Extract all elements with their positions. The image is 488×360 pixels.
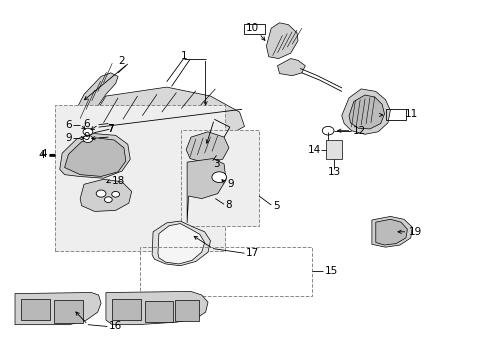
Polygon shape [266, 23, 297, 59]
Circle shape [211, 172, 226, 183]
Polygon shape [64, 138, 125, 176]
Text: 11: 11 [404, 109, 417, 119]
Polygon shape [371, 216, 411, 247]
Polygon shape [80, 179, 131, 211]
Polygon shape [91, 87, 244, 141]
Bar [21, 299, 50, 320]
Bar [244, 23, 264, 33]
Text: 6: 6 [83, 118, 89, 129]
Polygon shape [186, 132, 228, 163]
Text: 5: 5 [272, 201, 279, 211]
Text: 7: 7 [107, 124, 114, 134]
Bar [175, 300, 199, 321]
Text: 19: 19 [408, 227, 421, 237]
Text: 16: 16 [108, 321, 122, 332]
Polygon shape [187, 158, 225, 223]
Bar [112, 298, 141, 320]
Text: 10: 10 [245, 23, 258, 33]
Text: 1: 1 [180, 51, 186, 61]
Polygon shape [181, 130, 259, 226]
Text: 9: 9 [65, 133, 72, 143]
Polygon shape [55, 105, 224, 251]
Circle shape [83, 135, 93, 143]
Text: 15: 15 [324, 266, 337, 276]
Text: 7: 7 [107, 124, 114, 134]
Polygon shape [106, 292, 207, 325]
Circle shape [104, 197, 112, 203]
Text: 4: 4 [40, 149, 46, 159]
Bar [54, 300, 83, 323]
Text: 17: 17 [245, 248, 259, 258]
Bar [386, 109, 405, 120]
Polygon shape [277, 59, 305, 76]
Text: 9: 9 [83, 132, 89, 142]
Text: 4: 4 [39, 150, 45, 160]
Text: 12: 12 [352, 126, 365, 136]
Text: 8: 8 [224, 200, 231, 210]
Polygon shape [152, 221, 210, 266]
Polygon shape [348, 95, 384, 129]
Text: 6: 6 [65, 120, 72, 130]
Polygon shape [375, 219, 407, 245]
Polygon shape [341, 89, 389, 134]
Text: 13: 13 [326, 167, 340, 177]
Circle shape [83, 128, 93, 135]
Bar [144, 301, 173, 322]
Polygon shape [325, 140, 341, 159]
Text: 3: 3 [212, 159, 219, 169]
Circle shape [96, 190, 106, 197]
Circle shape [322, 126, 333, 135]
Text: 18: 18 [112, 176, 125, 186]
Polygon shape [158, 224, 204, 264]
Polygon shape [15, 293, 101, 325]
Polygon shape [60, 134, 130, 178]
Circle shape [112, 192, 119, 197]
Polygon shape [75, 73, 118, 123]
Text: 2: 2 [119, 56, 125, 66]
Text: 14: 14 [307, 145, 320, 155]
Text: 9: 9 [227, 179, 234, 189]
